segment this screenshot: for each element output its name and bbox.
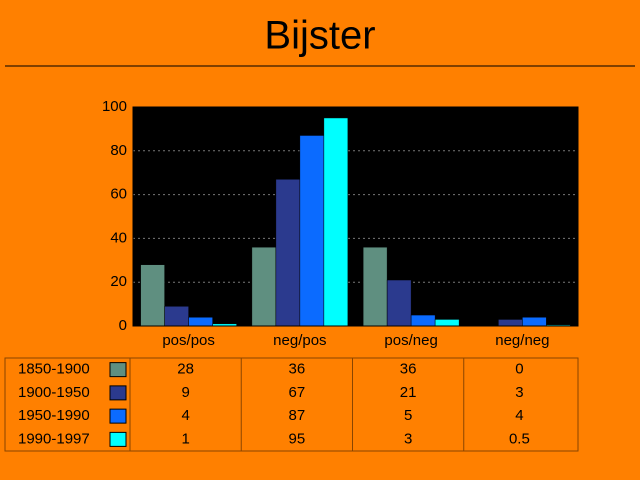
table-value: 0 [515, 361, 523, 378]
legend-label: 1900-1950 [18, 384, 90, 401]
bar [275, 179, 301, 327]
bar [434, 319, 460, 327]
legend-swatch [109, 385, 127, 401]
y-tick-label: 100 [102, 98, 127, 115]
bar [362, 246, 388, 327]
bar [140, 264, 165, 327]
legend-swatch [109, 431, 127, 447]
y-tick-label: 60 [110, 186, 127, 203]
legend-swatch [109, 408, 127, 424]
table-value: 36 [400, 361, 417, 378]
bar [498, 319, 523, 327]
table-value: 1 [181, 430, 189, 447]
table-value: 3 [515, 384, 523, 401]
table-frame [4, 357, 579, 452]
table-value: 67 [289, 384, 306, 401]
bar [299, 135, 325, 327]
bar [386, 279, 412, 327]
table-value: 4 [515, 407, 523, 424]
chart-title: Bijster [264, 14, 375, 58]
y-tick-label: 40 [110, 229, 127, 246]
table-value: 95 [289, 430, 306, 447]
plot-frame [132, 106, 579, 327]
bar [410, 314, 436, 327]
table-value: 36 [289, 361, 306, 378]
y-tick-label: 20 [110, 273, 127, 290]
legend-swatch [109, 362, 127, 378]
bar [323, 117, 349, 327]
table-value: 21 [400, 384, 417, 401]
legend-label: 1950-1990 [18, 407, 90, 424]
table-value: 28 [177, 361, 194, 378]
y-tick-label: 80 [110, 142, 127, 159]
plot-area [133, 107, 578, 326]
table-value: 4 [181, 407, 189, 424]
bar [164, 306, 189, 327]
table-value: 3 [404, 430, 412, 447]
x-tick-label: pos/pos [162, 332, 215, 349]
legend-label: 1990-1997 [18, 430, 90, 447]
x-tick-label: neg/neg [495, 332, 549, 349]
legend-label: 1850-1900 [18, 361, 90, 378]
bar [251, 246, 277, 327]
x-tick-label: pos/neg [384, 332, 437, 349]
bar [188, 316, 213, 327]
y-tick-label: 0 [119, 317, 127, 334]
table-value: 9 [181, 384, 189, 401]
table-value: 87 [289, 407, 306, 424]
table-value: 0.5 [509, 430, 530, 447]
bar [522, 316, 547, 327]
table-value: 5 [404, 407, 412, 424]
x-tick-label: neg/pos [273, 332, 326, 349]
